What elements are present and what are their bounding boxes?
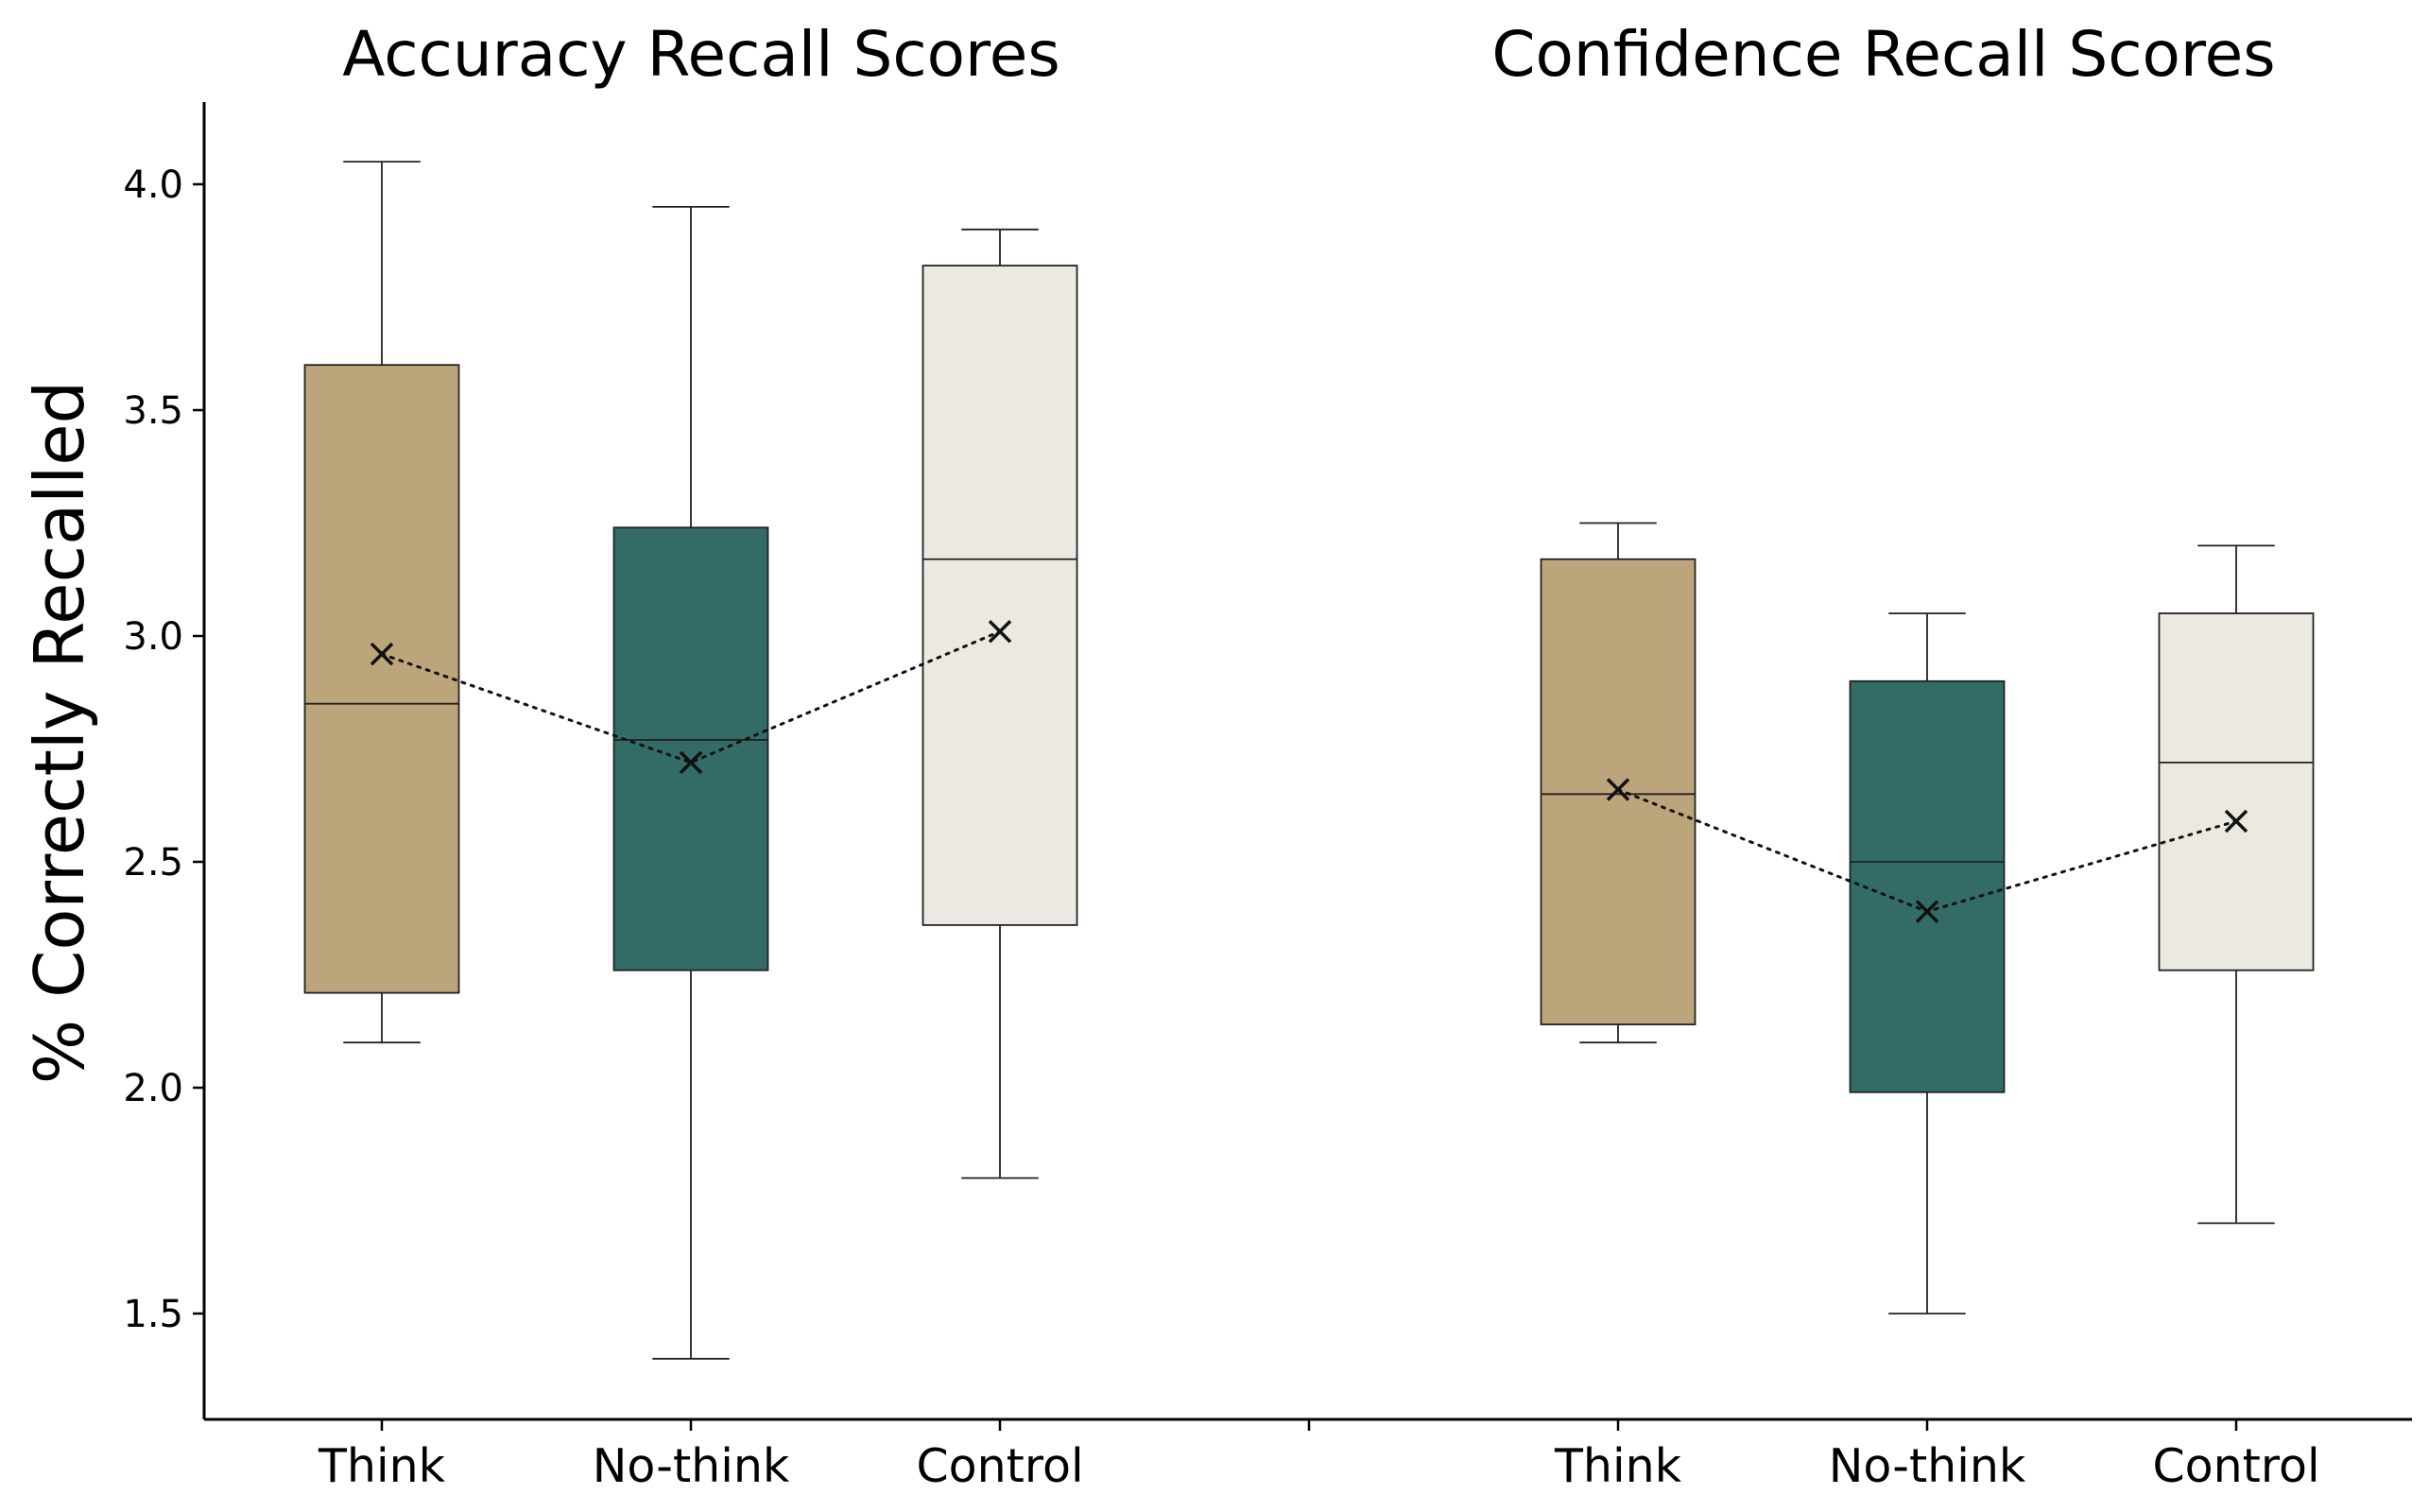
box-control bbox=[2158, 612, 2315, 971]
y-tick-label: 3.5 bbox=[123, 389, 183, 433]
y-axis-label: % Correctly Recalled bbox=[20, 381, 99, 1084]
x-tick-label: No-think bbox=[1829, 1439, 2026, 1493]
x-tick-label: Control bbox=[916, 1439, 1083, 1493]
mean-marker bbox=[2224, 809, 2248, 833]
x-tick-label: Think bbox=[1554, 1439, 1682, 1493]
x-tick-label: Control bbox=[2152, 1439, 2319, 1493]
box-no-think bbox=[612, 526, 769, 971]
box-control bbox=[922, 265, 1078, 926]
mean-marker bbox=[1606, 778, 1630, 801]
mean-marker bbox=[370, 642, 394, 666]
mean-marker bbox=[679, 750, 703, 775]
x-tick-label: Think bbox=[318, 1439, 446, 1493]
mean-marker bbox=[988, 619, 1012, 644]
y-tick-label: 4.0 bbox=[123, 163, 183, 207]
x-tick-label: No-think bbox=[593, 1439, 790, 1493]
y-tick-label: 2.0 bbox=[123, 1067, 183, 1110]
group-title: Accuracy Recall Scores bbox=[342, 18, 1059, 91]
mean-trend-line bbox=[380, 629, 1002, 765]
y-tick-label: 3.0 bbox=[123, 615, 183, 659]
y-tick-label: 1.5 bbox=[123, 1293, 183, 1336]
box-think bbox=[303, 364, 460, 994]
mean-marker bbox=[1915, 900, 1939, 923]
group-title: Confidence Recall Scores bbox=[1491, 18, 2275, 91]
box-no-think bbox=[1849, 679, 2006, 1093]
y-tick-label: 2.5 bbox=[123, 841, 183, 885]
